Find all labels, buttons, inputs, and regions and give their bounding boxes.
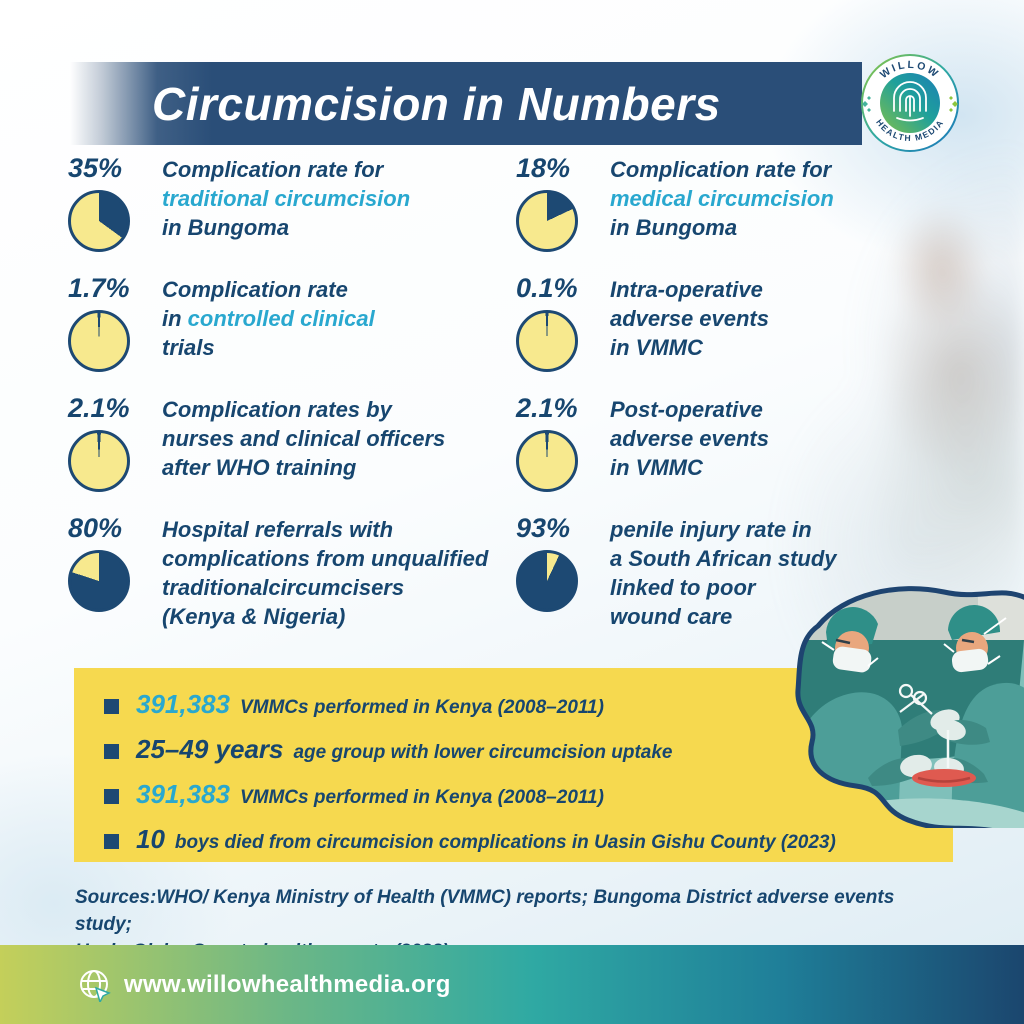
stat-description: penile injury rate in a South African stu… xyxy=(610,513,837,631)
stat-text: Complication rate xyxy=(162,277,348,302)
key-figure-item: 25–49 years age group with lower circumci… xyxy=(104,733,953,769)
willow-health-media-logo: WILLOW HEALTH MEDIA xyxy=(860,53,960,153)
bullet-square-icon xyxy=(104,833,119,849)
stat-block: 2.1% Complication rates by nurses and clin… xyxy=(68,393,445,492)
website-link[interactable]: www.willowhealthmedia.org xyxy=(78,968,451,1002)
stat-text: complications from unqualified xyxy=(162,546,489,571)
stat-text: linked to poor xyxy=(610,575,756,600)
key-figure-item: 391,383 VMMCs performed in Kenya (2008–20… xyxy=(104,688,953,724)
stat-pie-chart xyxy=(68,190,130,252)
stat-text: Complication rate for xyxy=(610,157,832,182)
stat-block: 35% Complication rate for traditional circ… xyxy=(68,153,410,252)
stat-highlight-text: controlled clinical xyxy=(187,306,375,331)
stat-block: 2.1% Post-operative adverse events in VMMC xyxy=(516,393,769,492)
key-figure-text: VMMCs performed in Kenya (2008–2011) xyxy=(239,697,604,718)
stat-percent: 2.1% xyxy=(68,393,130,423)
stat-text: in Bungoma xyxy=(610,215,738,240)
website-url[interactable]: www.willowhealthmedia.org xyxy=(124,970,451,998)
stat-pie-chart xyxy=(516,310,578,372)
page-title: Circumcision in Numbers xyxy=(152,77,721,130)
stat-description: Intra-operative adverse events in VMMC xyxy=(610,273,769,362)
key-figure-item: 10 boys died from circumcision complicati… xyxy=(104,823,953,859)
logo-badge-icon: WILLOW HEALTH MEDIA xyxy=(861,54,959,152)
stat-block: 1.7% Complication rate in controlled clini… xyxy=(68,273,375,372)
stat-highlight-text: medical circumcision xyxy=(610,186,834,211)
stat-text: Complication rates by xyxy=(162,397,392,422)
sources-label: Sources: xyxy=(75,887,157,908)
sources-line1: WHO/ Kenya Ministry of Health (VMMC) rep… xyxy=(75,887,895,935)
stat-text: traditionalcircumcisers xyxy=(162,575,405,600)
stat-text: wound care xyxy=(610,604,733,629)
scissors-icon xyxy=(898,683,933,715)
key-figure-text: boys died from circumcision complication… xyxy=(174,832,836,853)
stat-text: in xyxy=(162,306,188,331)
stat-block: 18% Complication rate for medical circumci… xyxy=(516,153,834,252)
stat-text: (Kenya & Nigeria) xyxy=(162,604,346,629)
stat-percent: 18% xyxy=(516,153,571,183)
stat-text: adverse events xyxy=(610,426,769,451)
title-banner: Circumcision in Numbers xyxy=(70,62,862,145)
stat-description: Complication rate for medical circumcisio… xyxy=(610,153,834,242)
stat-text: in VMMC xyxy=(610,335,703,360)
footer-bar: www.willowhealthmedia.org in♪fX Willow H… xyxy=(0,945,1024,1024)
stat-text: in Bungoma xyxy=(162,215,290,240)
key-figure-number: 391,383 xyxy=(136,689,230,719)
key-figure-item: 391,383 VMMCs performed in Kenya (2008–20… xyxy=(104,778,953,814)
stat-text: penile injury rate in xyxy=(610,517,812,542)
surgery-illustration xyxy=(748,578,1024,828)
stat-text: nurses and clinical officers xyxy=(162,426,446,451)
globe-icon xyxy=(80,969,111,1002)
key-figure-number: 25–49 years xyxy=(136,734,284,764)
stat-description: Hospital referrals with complications fro… xyxy=(162,513,488,631)
stat-pie-chart xyxy=(68,310,130,372)
key-figure-number: 10 xyxy=(136,824,165,854)
key-figure-text: VMMCs performed in Kenya (2008–2011) xyxy=(239,787,604,808)
stat-text: trials xyxy=(162,335,215,360)
stat-text: Hospital referrals with xyxy=(162,517,394,542)
stat-pie-chart xyxy=(68,550,130,612)
stat-text: after WHO training xyxy=(162,455,357,480)
stat-block: 93% penile injury rate in a South African … xyxy=(516,513,837,631)
stat-percent: 80% xyxy=(68,513,123,543)
stat-text: Complication rate for xyxy=(162,157,384,182)
stat-block: 0.1% Intra-operative adverse events in VMMC xyxy=(516,273,769,372)
stat-text: Post-operative xyxy=(610,397,763,422)
stat-percent: 2.1% xyxy=(516,393,578,423)
stat-pie-chart xyxy=(516,550,578,612)
bullet-square-icon xyxy=(104,698,119,714)
stat-percent: 1.7% xyxy=(68,273,130,303)
stat-highlight-text: traditional circumcision xyxy=(162,186,411,211)
stat-text: in VMMC xyxy=(610,455,703,480)
stat-percent: 35% xyxy=(68,153,123,183)
stat-pie-chart xyxy=(516,430,578,492)
key-figure-number: 391,383 xyxy=(136,779,230,809)
stat-description: Complication rate in controlled clinical t… xyxy=(162,273,375,362)
stat-text: a South African study xyxy=(610,546,837,571)
stat-description: Complication rates by nurses and clinical… xyxy=(162,393,445,482)
stat-description: Complication rate for traditional circumc… xyxy=(162,153,410,242)
surgeons-operating-icon xyxy=(748,578,1024,828)
stat-pie-chart xyxy=(68,430,130,492)
stat-percent: 93% xyxy=(516,513,571,543)
stat-text: adverse events xyxy=(610,306,769,331)
stat-percent: 0.1% xyxy=(516,273,578,303)
leaf-decoration-icon xyxy=(862,96,958,112)
bullet-square-icon xyxy=(104,788,119,804)
stat-block: 80% Hospital referrals with complications … xyxy=(68,513,488,631)
bullet-square-icon xyxy=(104,743,119,759)
key-figure-text: age group with lower circumcision uptake xyxy=(293,742,673,763)
stat-description: Post-operative adverse events in VMMC xyxy=(610,393,769,482)
stat-pie-chart xyxy=(516,190,578,252)
willow-tree-icon xyxy=(893,81,927,122)
stat-text: Intra-operative xyxy=(610,277,763,302)
